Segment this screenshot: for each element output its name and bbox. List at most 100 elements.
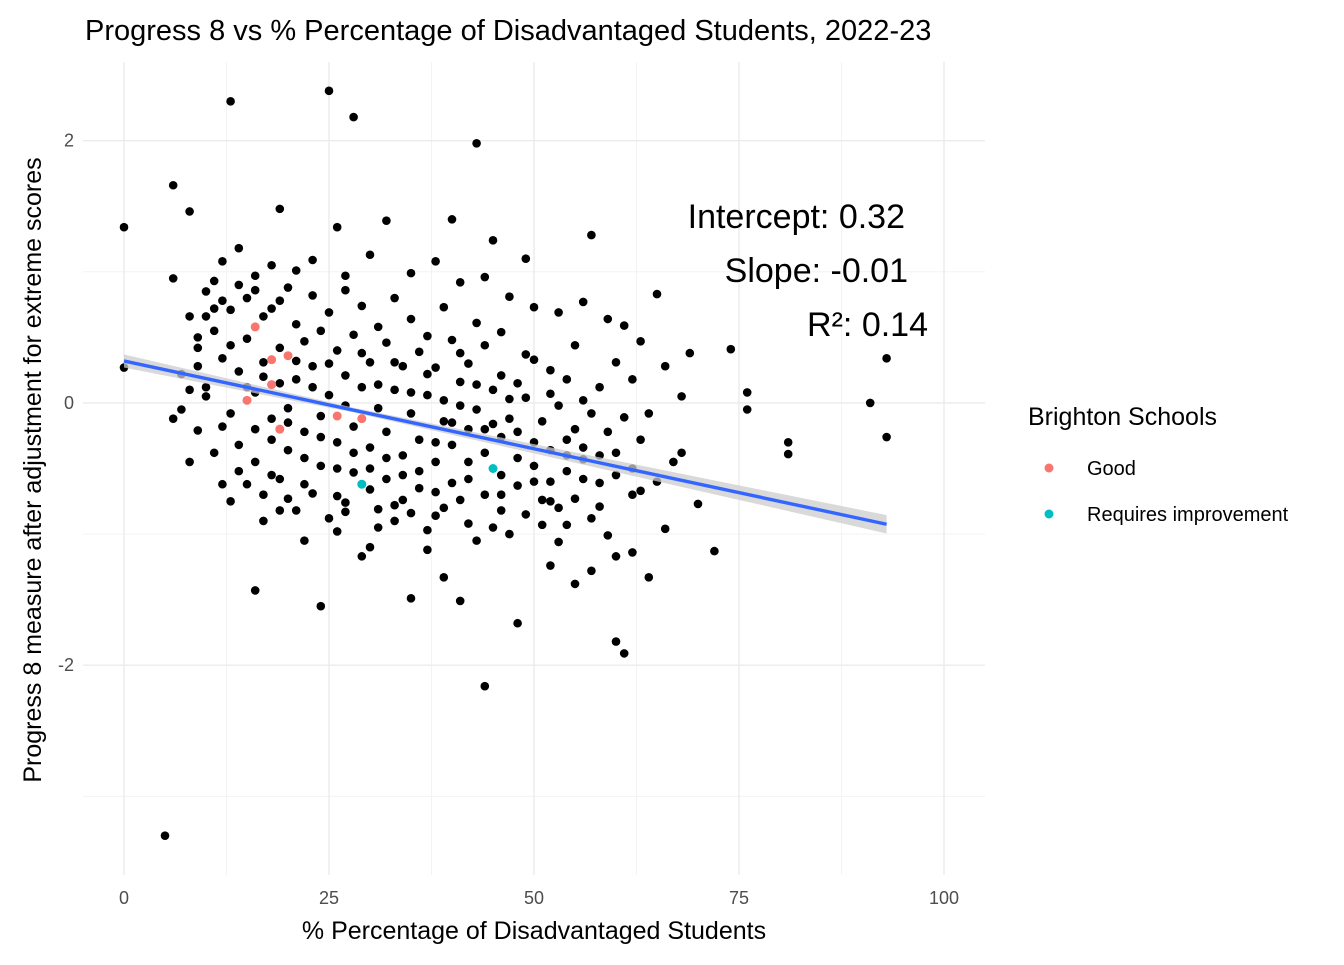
data-point (291, 319, 301, 329)
data-point (660, 361, 670, 371)
legend-label-requires-improvement: Requires improvement (1087, 504, 1289, 526)
data-point (349, 448, 358, 458)
x-axis-title: % Percentage of Disadvantaged Students (302, 917, 766, 945)
data-point (619, 321, 629, 330)
data-point (275, 296, 285, 305)
data-point (234, 280, 244, 290)
data-point (234, 440, 244, 450)
data-point (300, 337, 309, 346)
data-point (464, 474, 473, 484)
data-point (300, 427, 309, 437)
data-point (275, 204, 285, 214)
data-point (414, 483, 424, 493)
data-point (226, 409, 235, 418)
data-point (562, 435, 572, 444)
data-point (636, 486, 645, 496)
data-point (480, 424, 490, 434)
data-point (578, 443, 588, 452)
data-point (201, 382, 211, 392)
background-points (119, 86, 891, 840)
data-point (513, 618, 522, 628)
data-point (414, 347, 424, 357)
data-point (406, 268, 416, 278)
data-point (218, 479, 227, 489)
data-point (332, 464, 342, 473)
data-point (242, 293, 252, 303)
data-point (611, 448, 621, 458)
data-point (324, 359, 334, 368)
data-point (455, 277, 465, 287)
data-point (472, 536, 481, 545)
data-point (652, 289, 662, 299)
data-point (783, 437, 793, 447)
data-point (644, 573, 654, 582)
data-point (185, 312, 194, 321)
data-point (537, 520, 547, 530)
data-point (595, 382, 604, 392)
data-point (226, 340, 235, 350)
data-point (300, 536, 309, 545)
data-point (365, 443, 375, 452)
data-point (316, 432, 326, 442)
data-point (488, 419, 498, 429)
data-point (332, 527, 342, 536)
data-point (546, 496, 555, 506)
data-point (439, 503, 449, 513)
legend-label-good: Good (1087, 458, 1136, 480)
data-point (390, 500, 399, 510)
x-tick-label: 25 (319, 888, 339, 908)
data-point (546, 365, 555, 375)
data-point (259, 372, 268, 382)
data-point (480, 272, 490, 282)
data-point (603, 531, 613, 540)
data-point (431, 363, 440, 372)
data-point (562, 520, 572, 530)
data-point (332, 346, 342, 355)
data-point (259, 312, 268, 321)
data-point (611, 357, 621, 367)
data-point (201, 392, 211, 401)
data-point (480, 490, 490, 500)
data-point (324, 86, 334, 96)
data-point (390, 516, 399, 526)
data-point (455, 495, 465, 505)
data-point (209, 276, 219, 286)
data-point (480, 448, 490, 458)
data-point (349, 468, 358, 477)
data-point (185, 385, 194, 395)
data-point (488, 236, 498, 245)
data-point (218, 296, 227, 305)
data-point (324, 308, 334, 317)
data-point (439, 416, 449, 426)
data-point (283, 494, 293, 503)
data-point (570, 424, 580, 434)
data-point (439, 396, 449, 405)
data-point (267, 304, 276, 313)
data-point (357, 301, 367, 311)
data-point (357, 348, 367, 358)
data-point (226, 305, 235, 315)
data-point (349, 112, 358, 122)
data-point (521, 393, 531, 402)
data-point (529, 302, 539, 312)
data-point (357, 552, 367, 561)
data-point (546, 561, 555, 570)
data-point (628, 375, 637, 384)
data-point (554, 537, 563, 547)
good-point (275, 424, 285, 434)
data-point (218, 257, 227, 266)
data-point (168, 414, 178, 423)
legend-key-requires-improvement (1044, 509, 1054, 519)
data-point (439, 573, 449, 582)
data-point (193, 343, 203, 353)
data-point (259, 357, 268, 367)
data-point (554, 308, 563, 317)
data-point (267, 260, 276, 270)
data-point (398, 451, 408, 460)
data-point (234, 243, 244, 253)
data-point (365, 485, 375, 494)
data-point (464, 359, 473, 368)
data-point (300, 479, 309, 489)
data-point (267, 435, 276, 444)
data-point (398, 470, 408, 480)
